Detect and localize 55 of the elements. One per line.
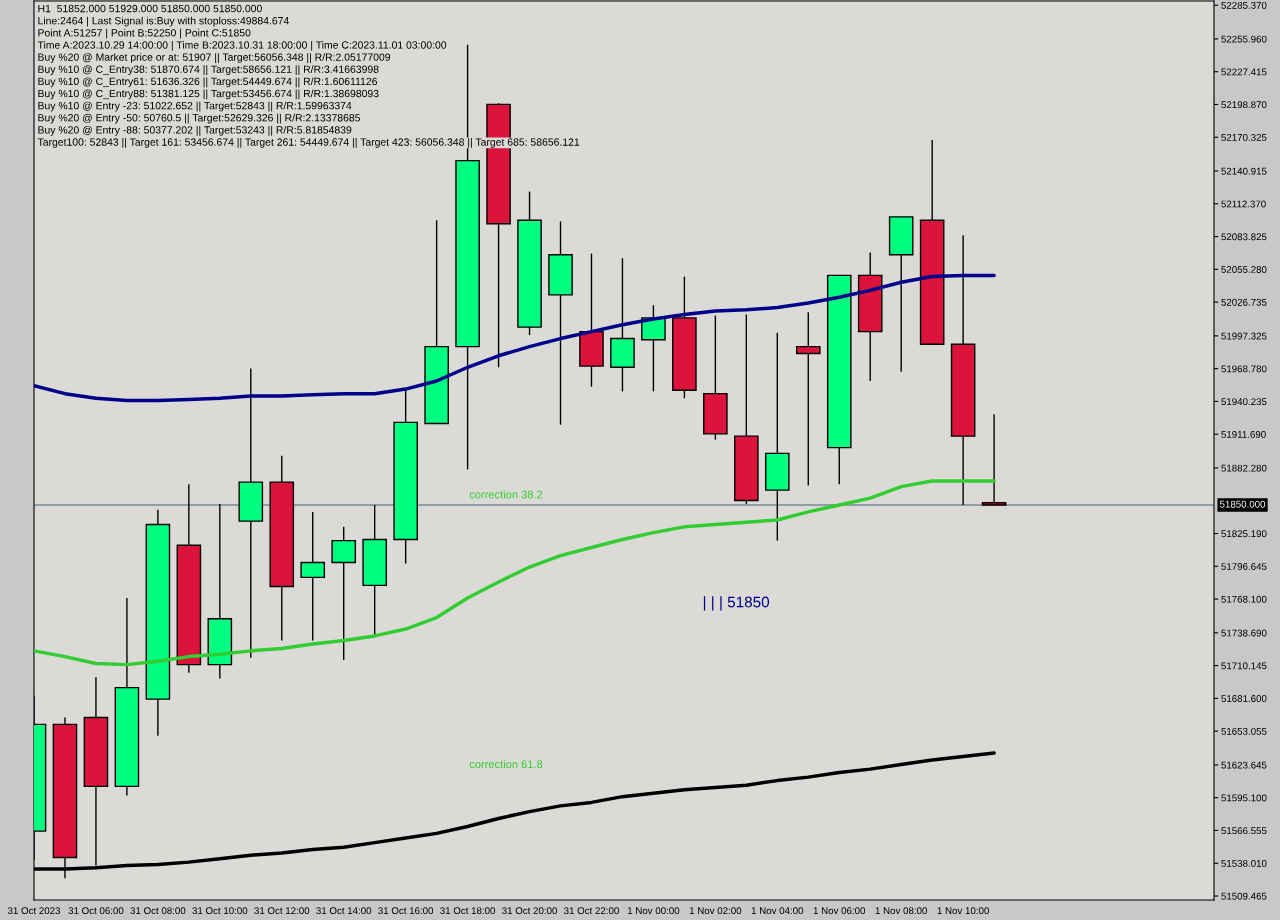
x-tick-label: 31 Oct 08:00 <box>130 907 186 915</box>
y-tick-label: 51681.600 <box>1221 695 1267 702</box>
y-tick-label: 51940.235 <box>1221 398 1267 406</box>
line-series <box>34 479 996 667</box>
x-tick-label: 31 Oct 06:00 <box>68 907 124 915</box>
y-tick-label: 51796.645 <box>1221 563 1267 570</box>
y-tick-label: 51768.100 <box>1221 595 1267 603</box>
y-tick-label: 51509.465 <box>1221 892 1267 900</box>
x-tick-label: 31 Oct 20:00 <box>502 907 557 915</box>
y-tick-label: 51623.645 <box>1221 761 1267 769</box>
x-tick-label: 1 Nov 04:00 <box>751 907 804 915</box>
y-tick-label: 51882.280 <box>1221 464 1267 472</box>
x-tick-label: 31 Oct 2023 <box>7 907 61 915</box>
candlestick <box>331 526 357 661</box>
chart-title: H1 51852.000 51929.000 51850.000 51850.000 <box>38 4 262 13</box>
annotation: correction 38.2 <box>469 490 543 499</box>
y-tick-label: 51825.190 <box>1221 530 1267 538</box>
x-tick-label: 31 Oct 22:00 <box>564 907 619 915</box>
y-tick-label: 52026.735 <box>1221 298 1267 306</box>
y-tick-label: 51738.690 <box>1221 629 1267 637</box>
line-series <box>34 273 996 403</box>
annotation: correction 61.8 <box>469 759 543 769</box>
candlestick <box>981 413 1007 506</box>
candlestick <box>795 311 821 487</box>
candlestick <box>300 511 326 642</box>
x-tick-label: 1 Nov 08:00 <box>875 907 928 915</box>
x-tick-label: 1 Nov 02:00 <box>689 907 742 915</box>
x-tick-label: 31 Oct 18:00 <box>440 907 496 915</box>
y-tick-label: 51538.010 <box>1221 859 1267 867</box>
y-tick-label: 52255.960 <box>1221 35 1267 43</box>
annotation: | | | 51850 <box>703 596 770 611</box>
y-tick-label: 52198.870 <box>1221 101 1267 109</box>
y-tick-label: 51710.145 <box>1221 662 1267 670</box>
x-tick-label: 31 Oct 12:00 <box>254 907 310 915</box>
x-tick-label: 1 Nov 06:00 <box>813 907 866 915</box>
y-tick-label: 52227.415 <box>1221 68 1267 76</box>
y-tick-label: 51911.690 <box>1221 430 1266 438</box>
y-tick-label: 51968.780 <box>1221 365 1267 373</box>
x-tick-label: 31 Oct 14:00 <box>316 907 372 915</box>
y-tick-label: 51997.325 <box>1221 332 1267 340</box>
text: Line:2464 | Last Signal is:Buy with stoploss:49884.674 Point A:51257 | Point B:52250 | Point C:51850 Time A:2023.10.29 14:00:00 | Time B:2023.10.31 18:00:00 | Time C:2023.11.01 03:00:00 Buy %20 @ Market price or at: 51907 || Target:56056.348 || R/R:2.05177009 Buy %10 @ C_Entry38: 51870.674 || Target:58656.121 || R/R:3.41663998 Buy %10 @ C_Entry61: 51636.326 || Target:54449.674 || R/R:1.60611126 Buy %10 @ C_Entry88: 51381.125 || Target:53456.674 || R/R:1.38698093 Buy %10 @ Entry -23: 51022.652 || Target:52843 || R/R:1.59963374 Buy %20 @ Entry -50: 50760.5 || Target:52629.326 || R/R:2.13378685 Buy %20 @ Entry -88: 50377.202 || Target:53243 || R/R:5.81854839 Target100: 52843 || Target 161: 53456.674 || Target 261: 54449.674 || Target 423: 56056.348 || Target 685: 58656.121 <box>37 16 580 148</box>
y-tick-label: 51595.100 <box>1221 794 1267 802</box>
x-tick-label: 1 Nov 10:00 <box>937 907 989 915</box>
x-tick-label: 31 Oct 10:00 <box>192 907 248 915</box>
y-tick-label: 52112.370 <box>1221 200 1266 208</box>
x-tick-label: 1 Nov 00:00 <box>627 907 680 915</box>
y-tick-label: 52285.370 <box>1221 1 1267 9</box>
y-tick-label: 52083.825 <box>1221 233 1267 241</box>
ref-line-label: 51850.000 <box>1219 500 1266 508</box>
y-tick-label: 52170.325 <box>1221 133 1267 141</box>
y-tick-label: 51566.555 <box>1221 827 1267 835</box>
y-tick-label: 52140.915 <box>1221 167 1267 175</box>
x-tick-label: 31 Oct 16:00 <box>378 907 434 915</box>
y-tick-label: 52055.280 <box>1221 266 1267 273</box>
y-tick-label: 51653.055 <box>1221 727 1267 735</box>
